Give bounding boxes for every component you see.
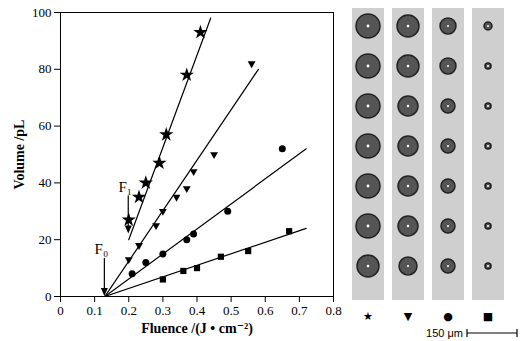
svg-text:●: ● <box>443 310 453 323</box>
svg-text:0.4: 0.4 <box>189 303 206 318</box>
svg-text:0.8: 0.8 <box>325 303 341 318</box>
svg-text:F₁: F₁ <box>118 179 132 195</box>
svg-text:Fluence /(J • cm⁻²): Fluence /(J • cm⁻²) <box>141 321 253 337</box>
svg-text:0: 0 <box>57 303 64 318</box>
svg-text:F₀: F₀ <box>95 241 109 257</box>
svg-text:▼: ▼ <box>404 310 413 323</box>
svg-text:150 μm: 150 μm <box>426 327 463 339</box>
svg-text:0.7: 0.7 <box>291 303 308 318</box>
svg-text:20: 20 <box>39 232 52 247</box>
svg-text:0.5: 0.5 <box>223 303 239 318</box>
svg-text:0.1: 0.1 <box>87 303 103 318</box>
svg-text:0: 0 <box>45 289 52 304</box>
svg-text:0.3: 0.3 <box>155 303 171 318</box>
svg-text:★: ★ <box>363 310 373 323</box>
svg-text:80: 80 <box>39 61 52 76</box>
svg-text:0.2: 0.2 <box>121 303 137 318</box>
svg-text:0.6: 0.6 <box>257 303 274 318</box>
svg-text:100: 100 <box>32 5 52 20</box>
svg-text:■: ■ <box>483 310 493 323</box>
svg-text:40: 40 <box>39 175 52 190</box>
svg-text:60: 60 <box>39 118 52 133</box>
svg-text:Volume /pL: Volume /pL <box>12 120 27 190</box>
